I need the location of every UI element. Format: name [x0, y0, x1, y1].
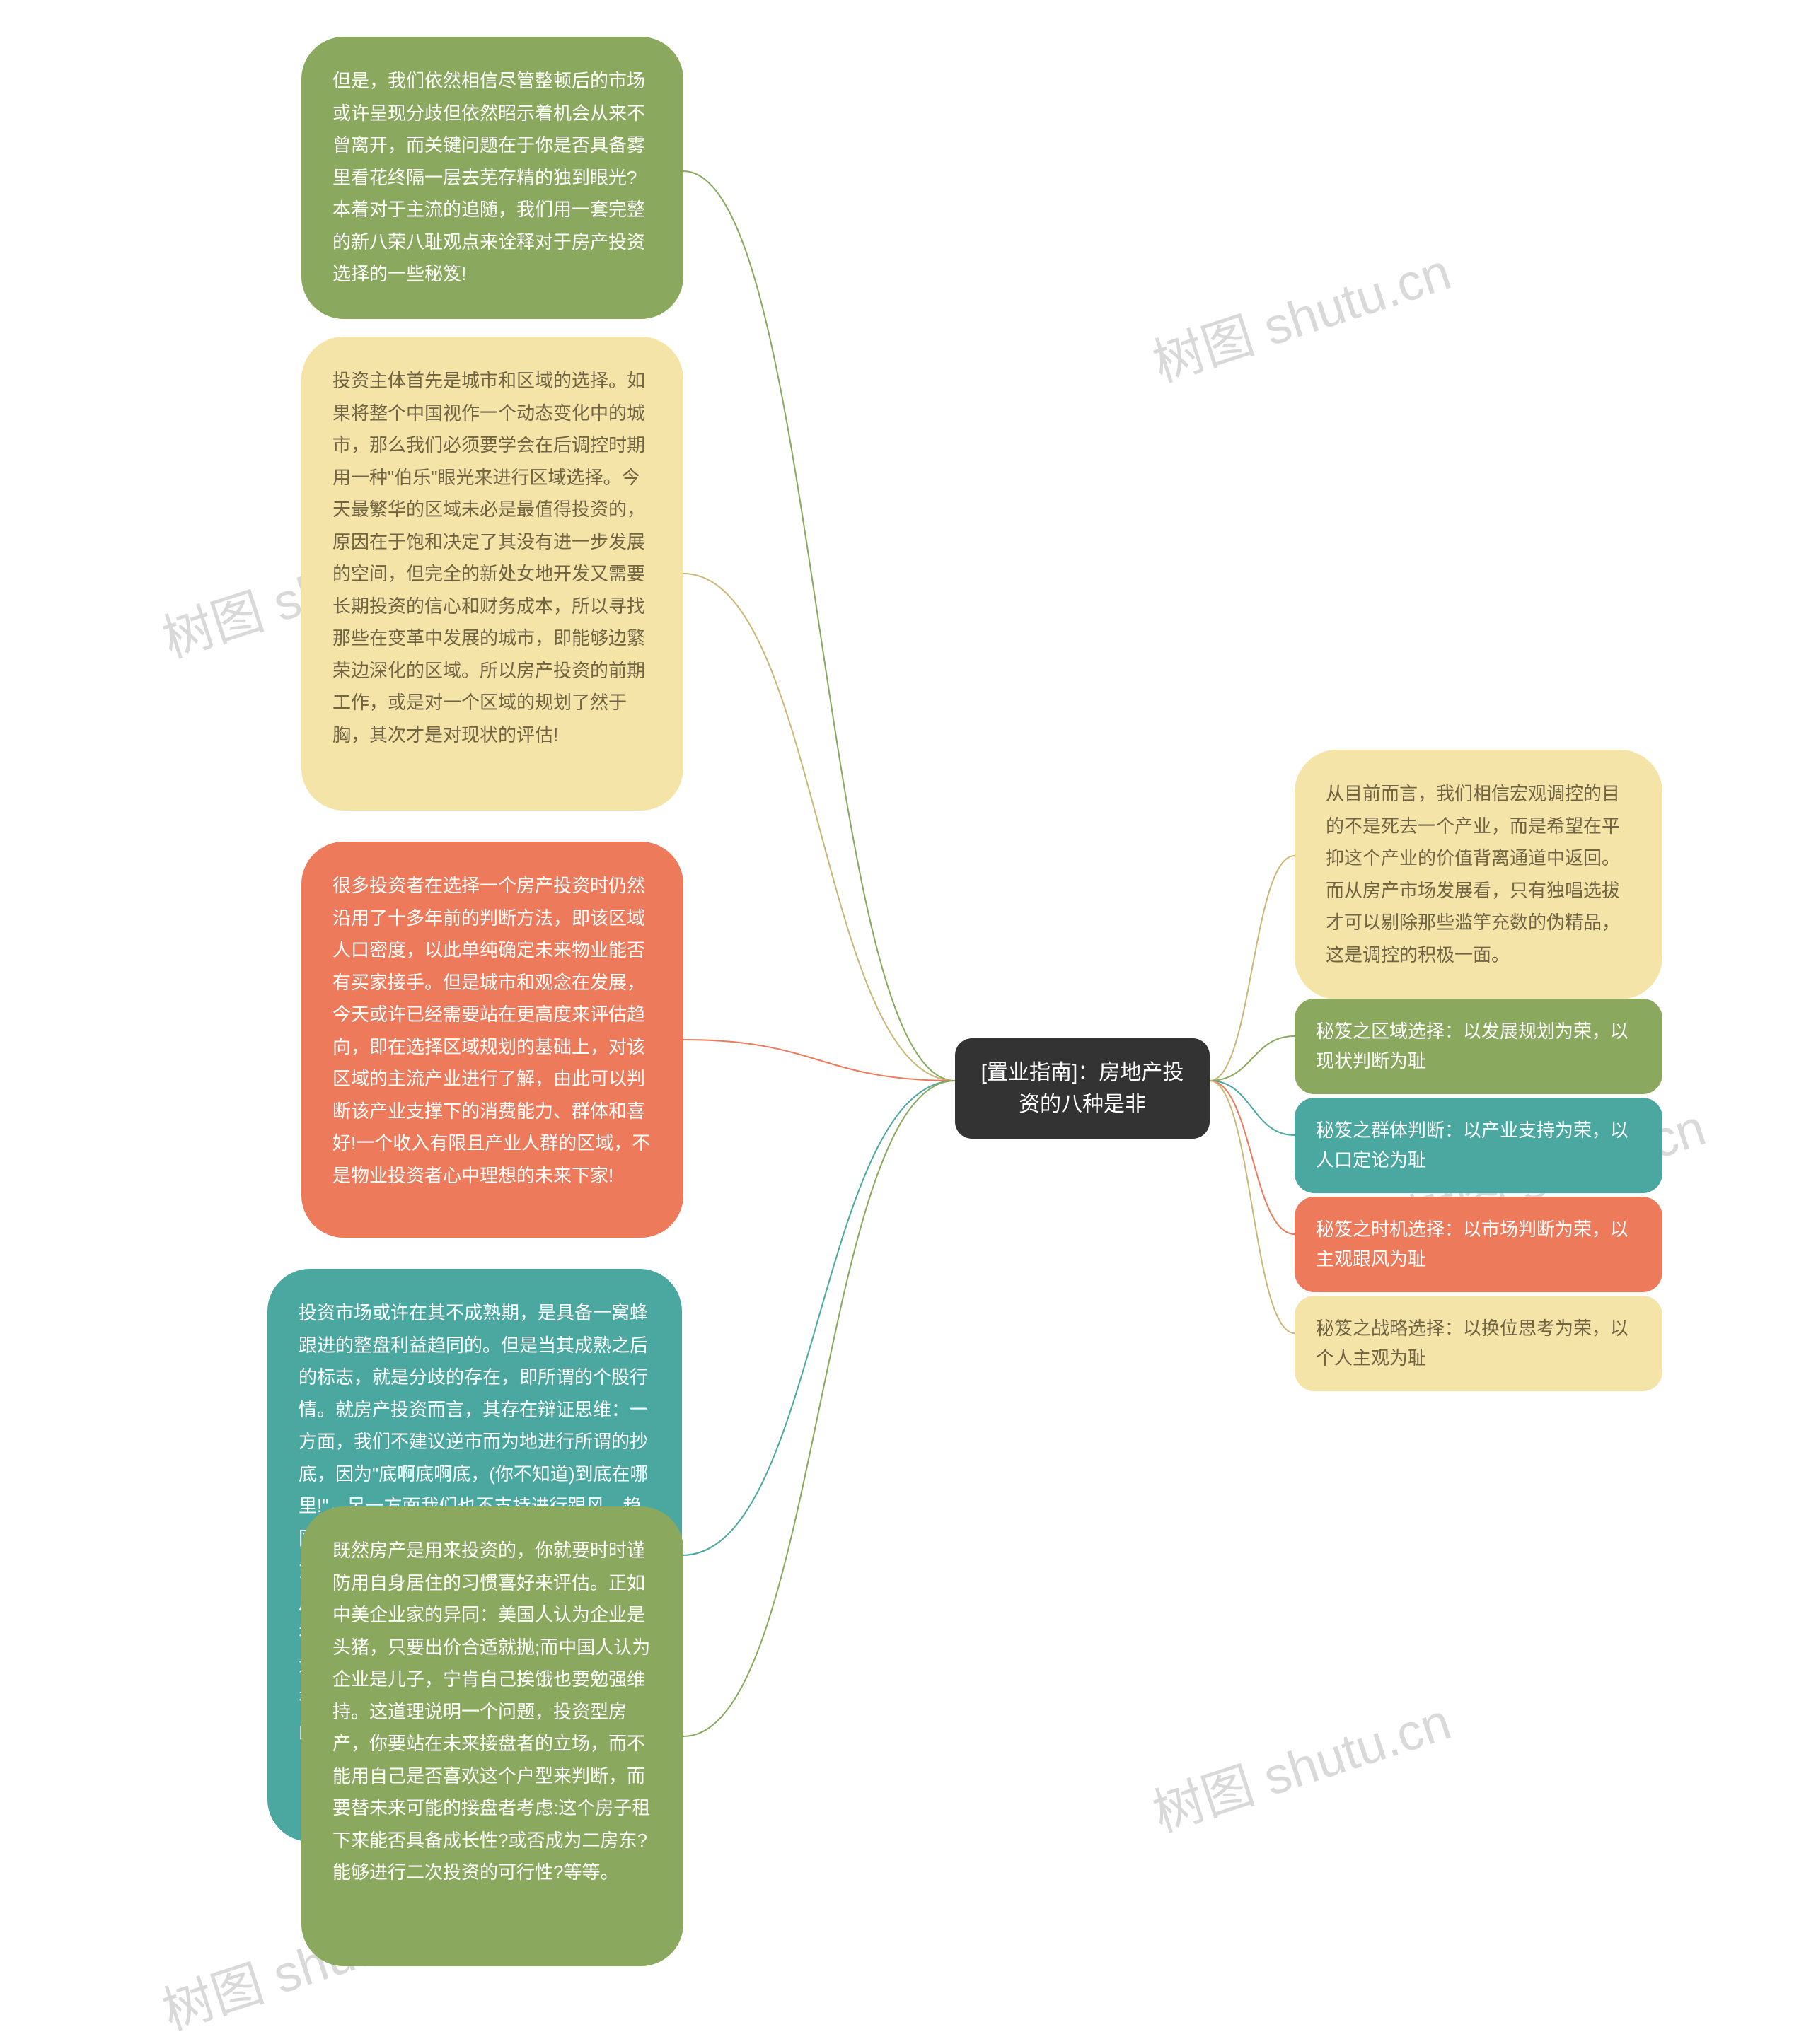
node-text: 秘笈之时机选择：以市场判断为荣，以主观跟风为耻: [1316, 1215, 1641, 1274]
node-text: 既然房产是用来投资的，你就要时时谨防用自身居住的习惯喜好来评估。正如中美企业家的…: [332, 1540, 650, 1883]
node-text: 投资主体首先是城市和区域的选择。如果将整个中国视作一个动态变化中的城市，那么我们…: [332, 370, 645, 745]
right-node-R1[interactable]: 从目前而言，我们相信宏观调控的目的不是死去一个产业，而是希望在平抑这个产业的价值…: [1295, 750, 1662, 999]
left-node-L3[interactable]: 很多投资者在选择一个房产投资时仍然沿用了十多年前的判断方法，即该区域人口密度，以…: [301, 842, 683, 1238]
connector: [683, 1040, 955, 1081]
right-node-R2[interactable]: 秘笈之区域选择：以发展规划为荣，以现状判断为耻: [1295, 999, 1662, 1094]
connector: [1210, 1081, 1295, 1135]
node-text: 从目前而言，我们相信宏观调控的目的不是死去一个产业，而是希望在平抑这个产业的价值…: [1326, 783, 1620, 965]
node-text: 很多投资者在选择一个房产投资时仍然沿用了十多年前的判断方法，即该区域人口密度，以…: [332, 875, 650, 1186]
right-node-R4[interactable]: 秘笈之时机选择：以市场判断为荣，以主观跟风为耻: [1295, 1197, 1662, 1292]
left-node-L2[interactable]: 投资主体首先是城市和区域的选择。如果将整个中国视作一个动态变化中的城市，那么我们…: [301, 337, 683, 811]
node-text: 秘笈之群体判断：以产业支持为荣，以人口定论为耻: [1316, 1116, 1641, 1175]
connector: [682, 1081, 955, 1555]
right-node-R3[interactable]: 秘笈之群体判断：以产业支持为荣，以人口定论为耻: [1295, 1098, 1662, 1193]
node-text: 但是，我们依然相信尽管整顿后的市场或许呈现分歧但依然昭示着机会从来不曾离开，而关…: [332, 70, 645, 284]
node-text: 秘笈之战略选择：以换位思考为荣，以个人主观为耻: [1316, 1314, 1641, 1373]
mindmap-canvas: 树图 shutu.cn树图 shutu.cn树图 shutu.cn树图 shut…: [0, 0, 1811, 1999]
right-node-R5[interactable]: 秘笈之战略选择：以换位思考为荣，以个人主观为耻: [1295, 1296, 1662, 1391]
connector: [1210, 1081, 1295, 1333]
connector: [1210, 1081, 1295, 1234]
connector: [683, 171, 955, 1081]
connector: [683, 574, 955, 1081]
left-node-L5[interactable]: 既然房产是用来投资的，你就要时时谨防用自身居住的习惯喜好来评估。正如中美企业家的…: [301, 1506, 683, 1966]
connector: [683, 1081, 955, 1736]
watermark: 树图 shutu.cn: [1142, 1680, 1458, 1846]
connector: [1210, 856, 1295, 1081]
watermark: 树图 shutu.cn: [1142, 230, 1458, 396]
center-topic[interactable]: [置业指南]：房地产投资的八种是非: [955, 1038, 1210, 1139]
connector: [1210, 1036, 1295, 1081]
center-topic-label: [置业指南]：房地产投资的八种是非: [979, 1057, 1186, 1120]
node-text: 秘笈之区域选择：以发展规划为荣，以现状判断为耻: [1316, 1017, 1641, 1076]
left-node-L1[interactable]: 但是，我们依然相信尽管整顿后的市场或许呈现分歧但依然昭示着机会从来不曾离开，而关…: [301, 37, 683, 319]
